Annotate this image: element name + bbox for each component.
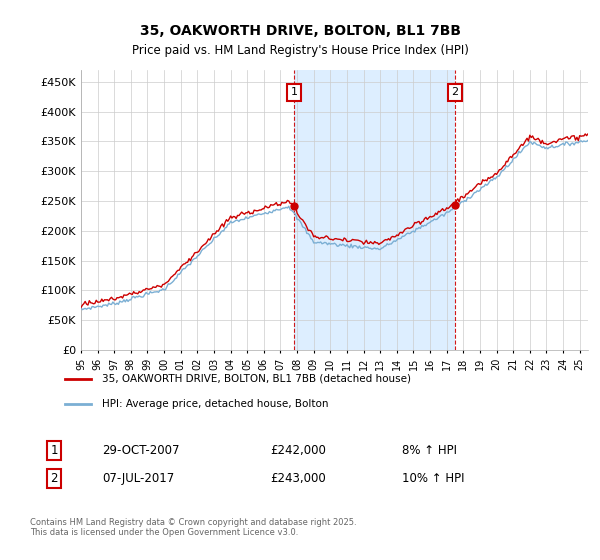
Text: 29-OCT-2007: 29-OCT-2007 bbox=[102, 444, 179, 458]
Text: £242,000: £242,000 bbox=[270, 444, 326, 458]
Bar bbox=[294, 70, 455, 350]
Text: 35, OAKWORTH DRIVE, BOLTON, BL1 7BB (detached house): 35, OAKWORTH DRIVE, BOLTON, BL1 7BB (det… bbox=[101, 374, 410, 384]
Text: £243,000: £243,000 bbox=[270, 472, 326, 486]
Text: Contains HM Land Registry data © Crown copyright and database right 2025.
This d: Contains HM Land Registry data © Crown c… bbox=[30, 518, 356, 538]
Text: 2: 2 bbox=[451, 87, 458, 97]
Text: 10% ↑ HPI: 10% ↑ HPI bbox=[402, 472, 464, 486]
Text: HPI: Average price, detached house, Bolton: HPI: Average price, detached house, Bolt… bbox=[101, 399, 328, 409]
Text: 1: 1 bbox=[50, 444, 58, 458]
Text: 2: 2 bbox=[50, 472, 58, 486]
Text: Price paid vs. HM Land Registry's House Price Index (HPI): Price paid vs. HM Land Registry's House … bbox=[131, 44, 469, 57]
Text: 07-JUL-2017: 07-JUL-2017 bbox=[102, 472, 174, 486]
Text: 35, OAKWORTH DRIVE, BOLTON, BL1 7BB: 35, OAKWORTH DRIVE, BOLTON, BL1 7BB bbox=[139, 24, 461, 38]
Text: 8% ↑ HPI: 8% ↑ HPI bbox=[402, 444, 457, 458]
Text: 1: 1 bbox=[291, 87, 298, 97]
